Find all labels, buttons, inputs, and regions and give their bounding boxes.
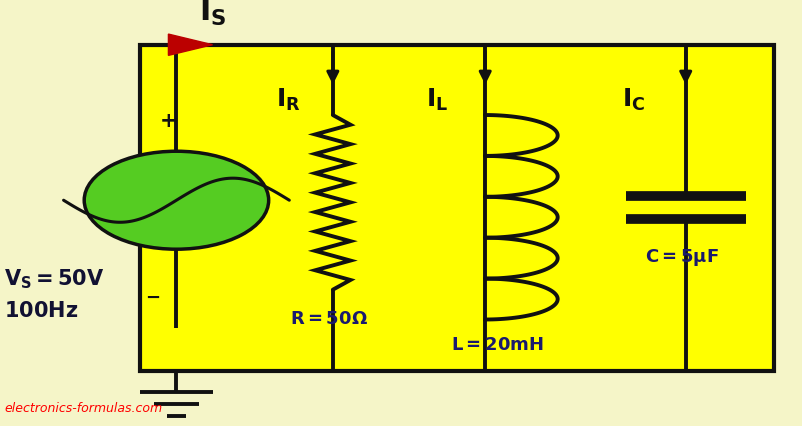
Text: $\mathbf{C = 5\mu F}$: $\mathbf{C = 5\mu F}$ — [645, 247, 719, 268]
Text: +: + — [160, 112, 177, 131]
Text: $\mathbf{R = 50\Omega}$: $\mathbf{R = 50\Omega}$ — [290, 311, 368, 328]
Text: −: − — [145, 289, 160, 307]
Bar — [140, 45, 774, 371]
Circle shape — [84, 151, 269, 249]
Text: $\mathbf{I_R}$: $\mathbf{I_R}$ — [277, 87, 301, 113]
Text: $\mathbf{I_C}$: $\mathbf{I_C}$ — [622, 87, 646, 113]
Text: $\mathbf{L = 20mH}$: $\mathbf{L = 20mH}$ — [451, 336, 544, 354]
Text: $\mathbf{I_S}$: $\mathbf{I_S}$ — [199, 0, 226, 29]
Text: $\mathbf{I_L}$: $\mathbf{I_L}$ — [426, 87, 448, 113]
Text: electronics-formulas.com: electronics-formulas.com — [4, 402, 162, 415]
Text: $\mathbf{V_S = 50V}$
$\mathbf{100Hz}$: $\mathbf{V_S = 50V}$ $\mathbf{100Hz}$ — [4, 268, 104, 320]
Polygon shape — [168, 34, 213, 55]
